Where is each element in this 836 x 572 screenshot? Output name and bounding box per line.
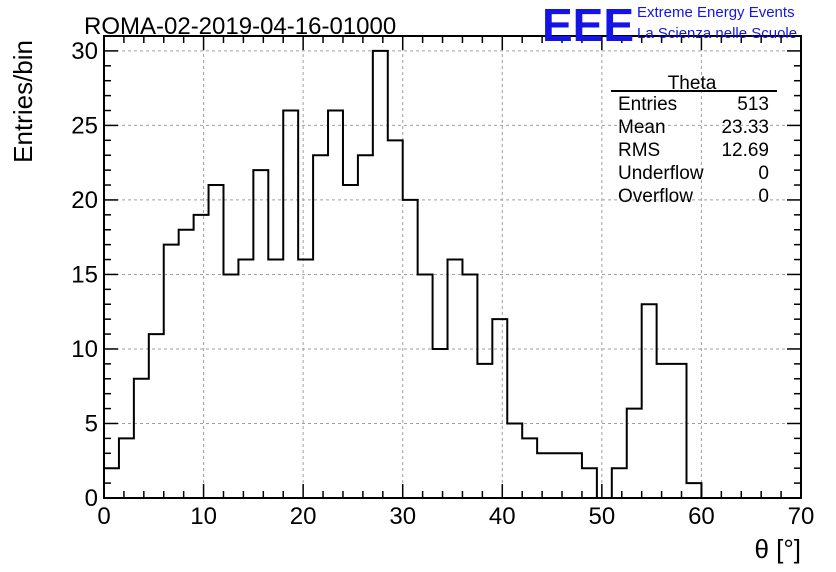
y-tick-label: 20 (71, 187, 98, 214)
plot-frame (103, 35, 802, 499)
x-tick-label: 50 (589, 503, 616, 530)
stats-value-overflow: 0 (758, 186, 769, 207)
logo-line-2: La Scienza nelle Scuole (637, 25, 797, 42)
y-tick-label: 25 (71, 112, 98, 139)
y-tick-label: 5 (85, 410, 98, 437)
x-tick-label: 0 (97, 503, 110, 530)
stats-box: Theta Entries 513 Mean 23.33 RMS 12.69 U… (611, 73, 777, 207)
grid-lines (104, 36, 801, 498)
x-axis-label: θ [°] (754, 534, 801, 564)
stats-label-underflow: Underflow (618, 163, 704, 184)
axis-ticks (103, 35, 802, 499)
stats-title: Theta (668, 73, 717, 94)
eee-logo: EEE (542, 0, 634, 51)
x-tick-label: 70 (788, 503, 815, 530)
y-tick-label: 10 (71, 336, 98, 363)
y-tick-label: 0 (85, 485, 98, 512)
y-tick-label: 15 (71, 261, 98, 288)
x-tick-label: 60 (688, 503, 715, 530)
stats-label-overflow: Overflow (618, 186, 693, 207)
logo-line-1: Extreme Energy Events (637, 4, 795, 21)
x-tick-label: 10 (190, 503, 217, 530)
x-tick-label: 40 (489, 503, 516, 530)
run-title: ROMA-02-2019-04-16-01000 (84, 13, 396, 40)
stats-value-rms: 12.69 (721, 140, 769, 161)
stats-value-underflow: 0 (758, 163, 769, 184)
x-tick-label: 30 (389, 503, 416, 530)
stats-label-mean: Mean (618, 117, 666, 138)
stats-value-mean: 23.33 (721, 117, 769, 138)
x-tick-label: 20 (290, 503, 317, 530)
stats-label-entries: Entries (618, 94, 677, 115)
stats-label-rms: RMS (618, 140, 660, 161)
axis-tick-labels: 0 10 20 30 40 50 60 70 0 5 10 15 20 25 30 (71, 38, 814, 530)
y-axis-label: Entries/bin (8, 40, 38, 163)
stats-value-entries: 513 (737, 94, 769, 115)
y-tick-label: 30 (71, 38, 98, 65)
